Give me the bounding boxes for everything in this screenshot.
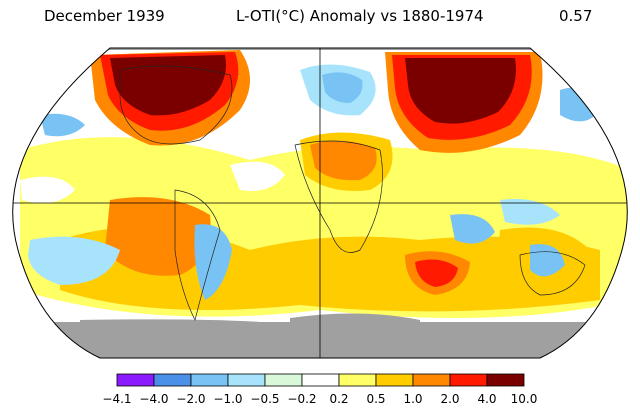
legend-label: −4.0 (139, 392, 168, 406)
legend-label: −0.2 (287, 392, 316, 406)
anomaly-field (12, 48, 628, 358)
legend-swatch (412, 373, 451, 387)
legend-swatch (338, 373, 377, 387)
legend-swatch (190, 373, 229, 387)
legend-swatch (264, 373, 303, 387)
legend-label: 4.0 (477, 392, 496, 406)
map-date: December 1939 (44, 7, 165, 25)
map-title: L-OTI(°C) Anomaly vs 1880-1974 (236, 7, 484, 25)
legend-label: −1.0 (213, 392, 242, 406)
legend-swatch (116, 373, 155, 387)
legend-swatch (375, 373, 414, 387)
legend-label: 0.5 (366, 392, 385, 406)
legend-label: 1.0 (403, 392, 422, 406)
legend-swatch (486, 373, 525, 387)
legend-swatch (449, 373, 488, 387)
legend-label: −0.5 (250, 392, 279, 406)
legend-swatch (153, 373, 192, 387)
legend-label: 10.0 (511, 392, 538, 406)
legend-label: 0.2 (329, 392, 348, 406)
legend-swatch (301, 373, 340, 387)
legend-label: −2.0 (176, 392, 205, 406)
legend-label: −4.1 (102, 392, 131, 406)
global-mean-anomaly: 0.57 (559, 7, 593, 25)
legend-label: 2.0 (440, 392, 459, 406)
legend-swatch (227, 373, 266, 387)
